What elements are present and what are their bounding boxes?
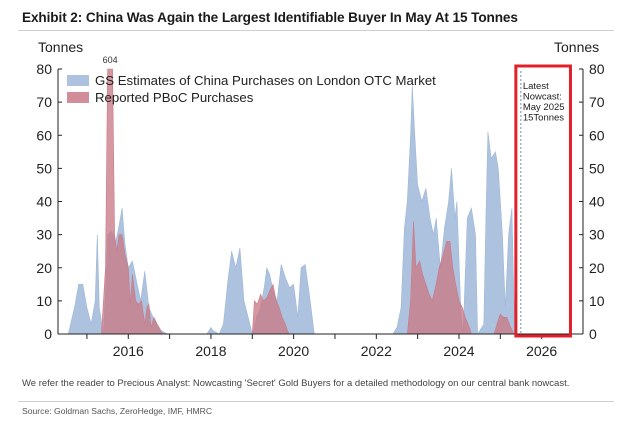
y-tick-label-left: 20: [36, 260, 52, 276]
legend-swatch-pboc: [67, 92, 89, 103]
y-axis-title-left: Tonnes: [38, 39, 83, 55]
y-tick-label-right: 80: [589, 61, 605, 77]
source-divider: [18, 401, 614, 402]
y-tick-label-right: 10: [589, 293, 605, 309]
series-area-gs-estimates: [67, 85, 516, 336]
y-tick-label-left: 60: [36, 127, 52, 143]
x-tick-label: 2022: [361, 343, 392, 359]
legend: GS Estimates of China Purchases on Londo…: [67, 73, 436, 105]
y-tick-label-right: 0: [589, 326, 597, 342]
series-area-pboc-purchases: [101, 68, 515, 335]
y-tick-label-left: 80: [36, 61, 52, 77]
y-axis-title-right: Tonnes: [554, 39, 599, 55]
y-tick-label-left: 70: [36, 94, 52, 110]
series-layer: [67, 68, 516, 336]
y-tick-label-left: 40: [36, 194, 52, 210]
y-tick-label-right: 50: [589, 160, 605, 176]
x-tick-label: 2016: [113, 343, 144, 359]
y-tick-label-right: 20: [589, 260, 605, 276]
x-tick-label: 2024: [443, 343, 474, 359]
y-tick-label-right: 30: [589, 227, 605, 243]
nowcast-highlight-box: [514, 64, 572, 338]
legend-swatch-gs: [67, 75, 89, 86]
legend-label-gs: GS Estimates of China Purchases on Londo…: [95, 73, 436, 88]
x-tick-label: 2018: [195, 343, 226, 359]
y-tick-label-left: 10: [36, 293, 52, 309]
annotation-604: 604: [103, 55, 118, 65]
nowcast-label-line: Latest: [523, 81, 549, 92]
y-tick-label-right: 70: [589, 94, 605, 110]
legend-label-pboc: Reported PBoC Purchases: [95, 90, 254, 105]
y-tick-label-left: 30: [36, 227, 52, 243]
nowcast-label-line: Nowcast:: [523, 92, 562, 103]
exhibit-title: Exhibit 2: China Was Again the Largest I…: [22, 10, 518, 25]
x-tick-label: 2020: [278, 343, 309, 359]
y-tick-label-right: 40: [589, 194, 605, 210]
nowcast-label-line: 15Tonnes: [523, 113, 564, 124]
y-tick-label-left: 0: [44, 326, 52, 342]
y-tick-label-right: 60: [589, 127, 605, 143]
methodology-note: We refer the reader to Precious Analyst:…: [22, 378, 570, 389]
source-line: Source: Goldman Sachs, ZeroHedge, IMF, H…: [22, 406, 213, 416]
nowcast-label-line: May 2025: [523, 102, 565, 113]
y-tick-label-left: 50: [36, 160, 52, 176]
x-tick-label: 2026: [526, 343, 557, 359]
title-divider: [18, 30, 614, 31]
